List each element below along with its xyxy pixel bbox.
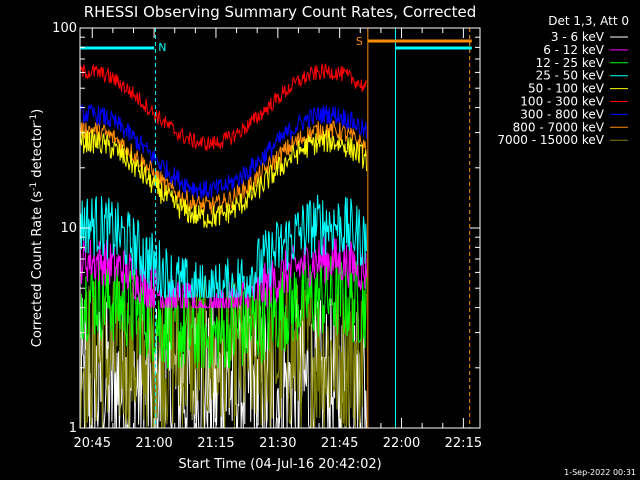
x-tick-label: 21:30 — [259, 436, 296, 451]
series-line — [79, 255, 367, 370]
legend-label: 100 - 300 keV — [520, 95, 604, 109]
chart-title: RHESSI Observing Summary Count Rates, Co… — [84, 3, 477, 21]
legend-label: 3 - 6 keV — [551, 30, 605, 44]
legend-label: 7000 - 15000 keV — [497, 133, 604, 147]
series-layer — [79, 63, 367, 430]
legend-label: 12 - 25 keV — [536, 56, 605, 70]
x-tick-label: 21:45 — [321, 436, 358, 451]
x-tick-label: 22:00 — [383, 436, 420, 451]
x-tick-label: 20:45 — [74, 436, 111, 451]
x-tick-label: 22:15 — [445, 436, 482, 451]
series-line — [79, 128, 367, 229]
x-tick-label: 21:15 — [197, 436, 234, 451]
flag-label: S — [356, 35, 363, 48]
legend-label: 6 - 12 keV — [543, 43, 605, 57]
x-tick-label: 21:00 — [135, 436, 172, 451]
y-axis-label: Corrected Count Rate (s-1 detector-1) — [29, 109, 45, 347]
series-line — [79, 120, 367, 215]
markers-layer — [154, 28, 471, 428]
x-axis-label: Start Time (04-Jul-16 20:42:02) — [178, 457, 381, 472]
series-line — [79, 63, 367, 152]
timestamp: 1-Sep-2022 00:31 — [564, 468, 636, 477]
y-axis: 1 10 100 — [52, 21, 480, 436]
series-line — [79, 236, 367, 310]
x-axis: 20:45 21:00 21:15 21:30 21:45 22:00 22:15 — [74, 28, 482, 451]
y-tick-label: 10 — [60, 221, 77, 236]
y-tick-label: 1 — [69, 421, 77, 436]
series-line — [79, 194, 367, 299]
legend-label: 800 - 7000 keV — [513, 120, 605, 134]
legend-label: 50 - 100 keV — [528, 82, 605, 96]
legend-label: 300 - 800 keV — [520, 107, 604, 121]
y-tick-label: 100 — [52, 21, 77, 36]
series-line — [79, 104, 367, 199]
legend-label: 25 - 50 keV — [536, 69, 605, 83]
legend-title: Det 1,3, Att 0 — [548, 14, 629, 28]
flag-label: N — [158, 41, 166, 54]
